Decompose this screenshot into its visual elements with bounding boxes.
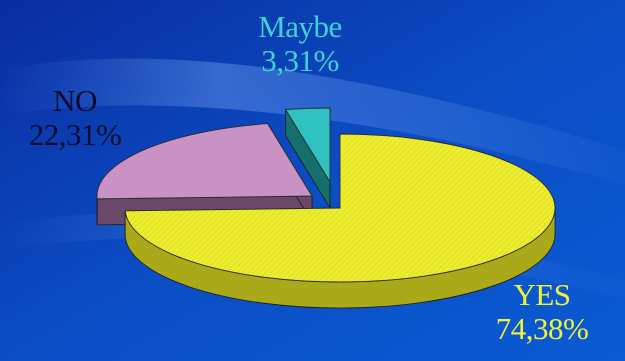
label-yes: YES 74,38% xyxy=(466,278,618,346)
slice-maybe xyxy=(284,107,331,210)
label-maybe-name: Maybe xyxy=(258,9,342,44)
slice-yes-top xyxy=(124,133,556,283)
label-no-value: 22,31% xyxy=(28,117,122,152)
label-yes-name: YES xyxy=(513,277,571,312)
label-maybe-value: 3,31% xyxy=(261,43,339,78)
label-no-name: NO xyxy=(53,83,97,118)
label-yes-value: 74,38% xyxy=(495,311,589,346)
background-swoosh xyxy=(0,58,625,185)
slice-maybe-top xyxy=(284,107,331,184)
label-maybe: Maybe 3,31% xyxy=(222,10,378,78)
label-no: NO 22,31% xyxy=(0,84,150,152)
slice-no-top xyxy=(96,123,313,200)
slice-yes xyxy=(124,133,556,309)
